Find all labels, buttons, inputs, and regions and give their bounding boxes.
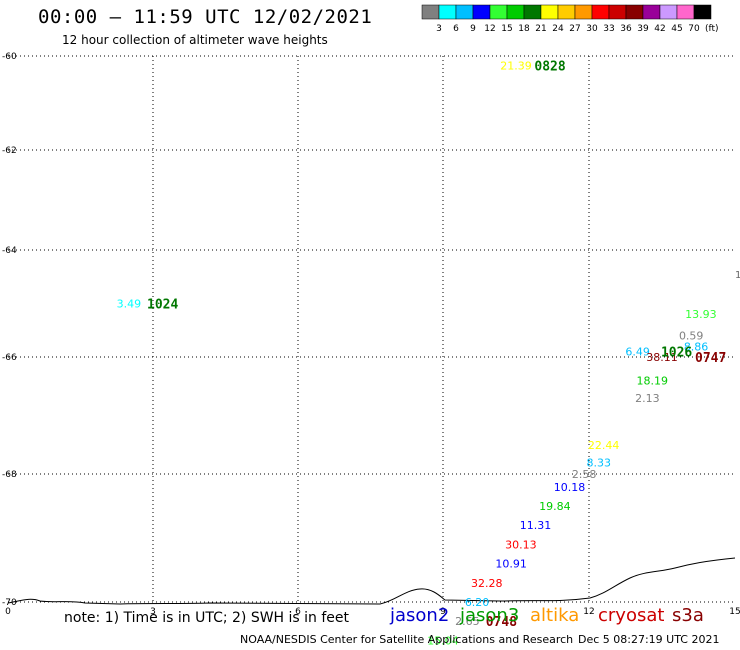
wave-height-label: 0.59 <box>679 330 704 343</box>
chart-title: 00:00 – 11:59 UTC 12/02/2021 <box>38 6 373 28</box>
x-tick-label: 0 <box>5 607 11 617</box>
colorbar-tick-label: 24 <box>552 24 564 34</box>
y-tick-label: -66 <box>2 353 17 363</box>
wave-height-label: 18.19 <box>637 374 669 387</box>
pass-time-label: 1024 <box>147 298 178 313</box>
colorbar-tick-label: 36 <box>620 24 632 34</box>
wave-height-label: 38.11 <box>646 351 678 364</box>
y-tick-label: -62 <box>2 146 17 156</box>
wave-height-label: 8.86 <box>684 340 709 353</box>
colorbar-tick-label: 12 <box>484 24 495 34</box>
wave-height-label: 10.18 <box>554 481 586 494</box>
edge-label: 1 <box>735 270 740 281</box>
colorbar-tick-label: 6 <box>453 24 459 34</box>
colorbar-unit: (ft) <box>705 24 719 34</box>
colorbar-tick-label: 9 <box>470 24 476 34</box>
pass-time-label: 0828 <box>534 59 565 74</box>
x-tick-label: 3 <box>150 607 156 617</box>
colorbar-tick-label: 15 <box>501 24 512 34</box>
colorbar-tick-label: 18 <box>518 24 530 34</box>
satellite-legend-item: cryosat <box>598 605 665 626</box>
footer-note: note: 1) Time is in UTC; 2) SWH is in fe… <box>64 610 350 626</box>
wave-height-label: 10.91 <box>495 558 527 571</box>
generated-timestamp: Dec 5 08:27:19 UTC 2021 <box>578 633 720 646</box>
wave-height-label: 11.31 <box>520 519 552 532</box>
chart-subtitle: 12 hour collection of altimeter wave hei… <box>62 33 328 47</box>
wave-height-label: 15.04 <box>427 634 459 647</box>
wave-height-label: 2.65 <box>455 615 480 628</box>
x-tick-label: 9 <box>440 607 446 617</box>
wave-height-label: 8.33 <box>586 456 611 469</box>
wave-height-label: 22.44 <box>588 439 620 452</box>
pass-time-label: 0748 <box>486 615 517 630</box>
x-tick-label: 12 <box>583 607 594 617</box>
colorbar-tick-label: 3 <box>436 24 442 34</box>
colorbar-tick-label: 27 <box>569 24 580 34</box>
colorbar-tick-label: 33 <box>603 24 614 34</box>
colorbar-tick-label: 39 <box>637 24 649 34</box>
pass-time-label: 1026 <box>661 346 692 361</box>
wave-height-label: 32.28 <box>471 577 503 590</box>
wave-height-label: 21.39 <box>500 59 532 72</box>
y-tick-label: -68 <box>2 470 17 480</box>
colorbar-tick-label: 30 <box>586 24 598 34</box>
y-tick-label: -64 <box>2 246 17 256</box>
satellite-legend-item: s3a <box>672 605 704 626</box>
satellite-legend-item: jason2 <box>390 605 450 626</box>
wave-height-label: 3.49 <box>117 298 142 311</box>
wave-height-label: 13.93 <box>685 308 717 321</box>
x-tick-label: 6 <box>295 607 301 617</box>
colorbar-tick-label: 42 <box>654 24 665 34</box>
colorbar-tick-label: 70 <box>688 24 700 34</box>
pass-time-label: 0747 <box>695 351 726 366</box>
wave-height-label: 19.84 <box>539 500 571 513</box>
wave-height-label: 6.20 <box>465 596 490 609</box>
satellite-legend-item: jason3 <box>460 605 520 626</box>
wave-height-label: 2.58 <box>572 468 597 481</box>
wave-height-label: 6.49 <box>625 346 650 359</box>
satellite-legend-item: altika <box>530 605 580 626</box>
wave-height-label: 30.13 <box>505 538 537 551</box>
y-tick-label: -60 <box>2 52 17 62</box>
colorbar-swatch <box>693 4 712 20</box>
x-tick-label: 15 <box>729 607 740 617</box>
coastline-path <box>7 557 736 605</box>
colorbar-legend: 3 6 9 12 15 18 21 24 27 30 33 36 39 42 45 70 (ft) <box>421 4 719 34</box>
wave-height-label: 2.13 <box>635 392 660 405</box>
colorbar-tick-label: 21 <box>535 24 546 34</box>
credit-text: NOAA/NESDIS Center for Satellite Applica… <box>240 633 574 646</box>
colorbar-tick-label: 45 <box>671 24 682 34</box>
